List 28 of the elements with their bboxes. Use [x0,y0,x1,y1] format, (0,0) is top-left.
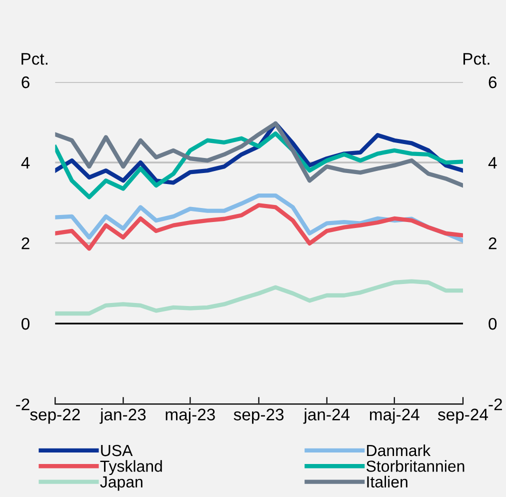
y2-tick-label: 0 [488,318,497,330]
y2-tick-label: 6 [488,76,497,88]
x-tick-label: sep-24 [438,408,488,424]
y2-tick-label: 4 [488,157,497,169]
legend-label: Tyskland [100,460,162,476]
y-tick-label: 4 [21,157,30,169]
line-series [55,279,463,316]
x-tick-label: sep-23 [234,408,284,424]
y-tick-label: 0 [22,318,30,330]
legend-label: Storbritannien [366,460,464,472]
y2-axis-title: Pct. [463,53,490,65]
y-axis-title: Pct. [22,53,48,65]
x-tick-label: maj-23 [166,408,215,424]
legend-label: Italien [367,476,408,488]
y-tick-label: 2 [22,237,30,250]
x-tick-label: sep-22 [30,408,80,424]
y-tick-label: 6 [22,76,30,88]
line-series [55,131,463,200]
legend-label: Danmark [367,444,431,456]
y2-tick-label: 2 [488,237,496,250]
legend-label: USA [101,444,133,456]
y-tick-label: -2 [16,398,30,410]
line-series [55,203,463,251]
y2-tick-label: -2 [488,398,502,410]
x-tick-label: jan-24 [303,408,350,424]
x-tick-label: jan-23 [100,408,146,424]
legend-label: Japan [100,476,142,491]
x-tick-label: maj-24 [370,408,420,424]
